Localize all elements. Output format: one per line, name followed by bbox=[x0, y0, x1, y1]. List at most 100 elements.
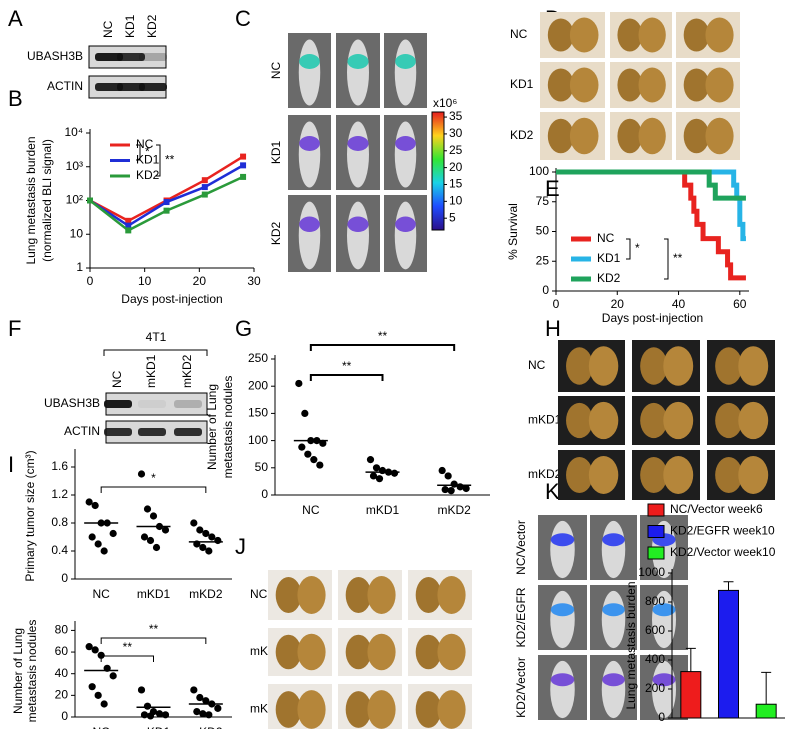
lung-lobe bbox=[738, 401, 769, 440]
data-point bbox=[137, 686, 146, 694]
bracket bbox=[309, 344, 456, 351]
bar bbox=[718, 589, 739, 719]
data-point bbox=[441, 485, 449, 494]
band bbox=[95, 53, 123, 61]
row-label: NC bbox=[510, 27, 528, 41]
legend-label: KD1 bbox=[597, 251, 621, 265]
colorbar bbox=[431, 111, 445, 231]
band bbox=[95, 83, 123, 91]
mouse-body bbox=[347, 39, 369, 106]
y-tick-label: 150 bbox=[248, 406, 268, 420]
lung-lobe bbox=[663, 346, 694, 386]
lung-lobe bbox=[705, 117, 734, 155]
row-label: NC/Vector bbox=[514, 520, 528, 575]
data-point bbox=[199, 543, 207, 552]
mouse-body bbox=[298, 121, 321, 188]
y-tick-label: 0 bbox=[261, 487, 268, 501]
lung-lobe bbox=[547, 118, 574, 154]
lung-lobe bbox=[715, 347, 743, 385]
data-point bbox=[372, 464, 381, 472]
band bbox=[138, 400, 166, 408]
lung-lobe bbox=[683, 18, 710, 52]
data-point bbox=[295, 379, 303, 388]
lung-lobe bbox=[547, 68, 574, 102]
y-tick-label: 40 bbox=[55, 666, 69, 680]
lung-lobe bbox=[715, 402, 743, 439]
data-point bbox=[190, 686, 198, 694]
bracket bbox=[156, 144, 161, 177]
data-point bbox=[301, 409, 309, 417]
lung-lobe bbox=[738, 456, 769, 494]
panel-letter: J bbox=[235, 534, 246, 559]
mouse-body bbox=[298, 201, 321, 270]
data-point bbox=[155, 710, 164, 718]
data-point bbox=[88, 533, 96, 541]
y-axis-label: % Survival bbox=[506, 203, 520, 260]
lane-label: NC bbox=[110, 370, 124, 388]
y-tick-label: 0.4 bbox=[51, 543, 68, 557]
error-bar bbox=[723, 581, 734, 591]
y-tick-label: 600 bbox=[645, 623, 665, 637]
lane-label: mKD2 bbox=[180, 354, 194, 388]
lung-lobe bbox=[297, 576, 326, 614]
band bbox=[104, 428, 132, 436]
point bbox=[163, 207, 170, 214]
lung-lobe bbox=[617, 118, 643, 154]
data-point bbox=[146, 712, 155, 720]
blot-row-label: UBASH3B bbox=[44, 396, 100, 410]
blot-row-label: ACTIN bbox=[64, 424, 100, 438]
data-point bbox=[304, 450, 312, 458]
mouse-body bbox=[550, 590, 575, 649]
y-tick-label: 50 bbox=[536, 224, 550, 238]
y-axis-label: Lung metastasis burden bbox=[624, 581, 638, 709]
lung-lobe bbox=[640, 402, 668, 439]
colorbar-label: x10⁶ bbox=[433, 96, 457, 110]
legend-label: KD2/EGFR week10 bbox=[670, 524, 775, 538]
data-point bbox=[94, 691, 102, 699]
data-point bbox=[199, 710, 207, 718]
lung-lobe bbox=[683, 68, 710, 102]
signal bbox=[347, 216, 369, 232]
data-point bbox=[109, 529, 117, 538]
data-point bbox=[298, 443, 306, 451]
annotation: ** bbox=[123, 640, 133, 654]
point bbox=[240, 162, 247, 169]
y-tick-label: 20 bbox=[55, 688, 69, 702]
x-tick-label: mKD2 bbox=[189, 587, 223, 601]
x-tick-label: mKD1 bbox=[137, 587, 171, 601]
data-point bbox=[94, 540, 102, 548]
row-label: NC bbox=[269, 62, 283, 80]
bar bbox=[755, 703, 777, 719]
y-tick-label: 800 bbox=[645, 594, 665, 608]
data-point bbox=[161, 526, 170, 534]
data-point bbox=[438, 466, 446, 475]
panel-letter: F bbox=[8, 316, 21, 341]
lung-lobe bbox=[588, 346, 619, 386]
x-tick-label: mKD1 bbox=[366, 503, 400, 517]
lung-lobe bbox=[738, 346, 769, 386]
band bbox=[139, 53, 167, 61]
lung-lobe bbox=[297, 633, 326, 671]
survival-curve bbox=[556, 169, 746, 281]
data-point bbox=[137, 470, 146, 478]
blot-bracket bbox=[103, 349, 208, 356]
blot-header: 4T1 bbox=[146, 330, 167, 344]
y-tick-label: 1000 bbox=[638, 565, 665, 579]
blot-row-label: UBASH3B bbox=[27, 49, 83, 63]
lung-lobe bbox=[275, 691, 302, 728]
data-point bbox=[88, 683, 96, 691]
data-point bbox=[140, 533, 149, 541]
point bbox=[240, 153, 247, 160]
panel-letter: B bbox=[8, 86, 23, 111]
error-bar bbox=[685, 647, 696, 672]
bracket bbox=[309, 374, 384, 381]
data-point bbox=[146, 536, 155, 545]
annotation: ** bbox=[673, 251, 683, 265]
survival-curve bbox=[556, 169, 746, 201]
annotation: * bbox=[635, 241, 640, 255]
y-axis-label: Primary tumor size (cm³) bbox=[23, 450, 37, 581]
panel-letter: A bbox=[8, 6, 23, 31]
point bbox=[125, 217, 132, 224]
legend-swatch bbox=[647, 503, 665, 517]
data-point bbox=[140, 711, 149, 719]
